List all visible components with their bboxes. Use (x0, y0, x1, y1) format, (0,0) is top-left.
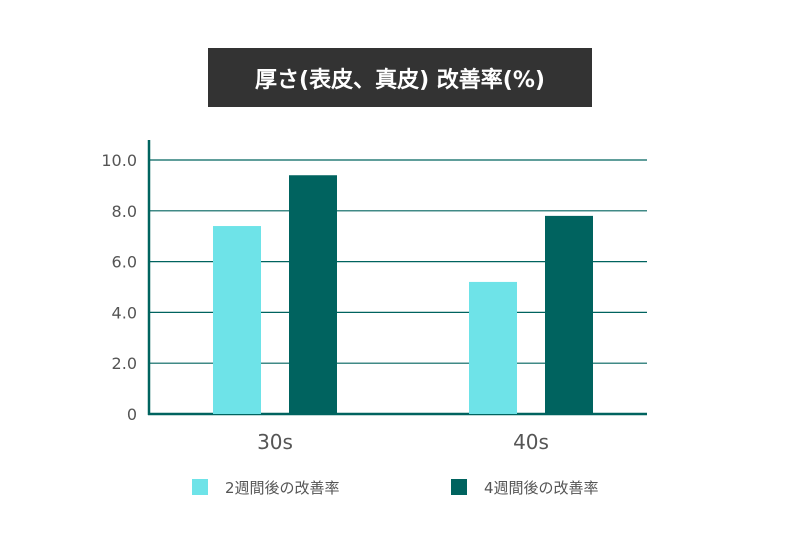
bar-30s-series-2 (289, 175, 337, 414)
chart-title-box: 厚さ(表皮、真皮) 改善率(%) (208, 48, 592, 107)
bar-30s-series-1 (213, 226, 261, 414)
y-tick-label: 10.0 (101, 151, 137, 170)
legend-label-2: 4週間後の改善率 (484, 479, 599, 497)
y-tick-label: 2.0 (112, 354, 137, 373)
y-tick-label: 8.0 (112, 202, 137, 221)
x-category-label: 40s (513, 430, 549, 454)
bar-40s-series-1 (469, 281, 517, 414)
y-tick-label: 6.0 (112, 253, 137, 272)
y-tick-label: 4.0 (112, 303, 137, 322)
y-tick-label: 0 (127, 405, 137, 424)
legend-swatch-1 (192, 479, 208, 495)
bar-40s-series-2 (545, 215, 593, 414)
chart-title: 厚さ(表皮、真皮) 改善率(%) (255, 67, 545, 93)
x-category-label: 30s (257, 430, 293, 454)
legend-label-1: 2週間後の改善率 (225, 479, 340, 497)
legend-swatch-2 (451, 479, 467, 495)
